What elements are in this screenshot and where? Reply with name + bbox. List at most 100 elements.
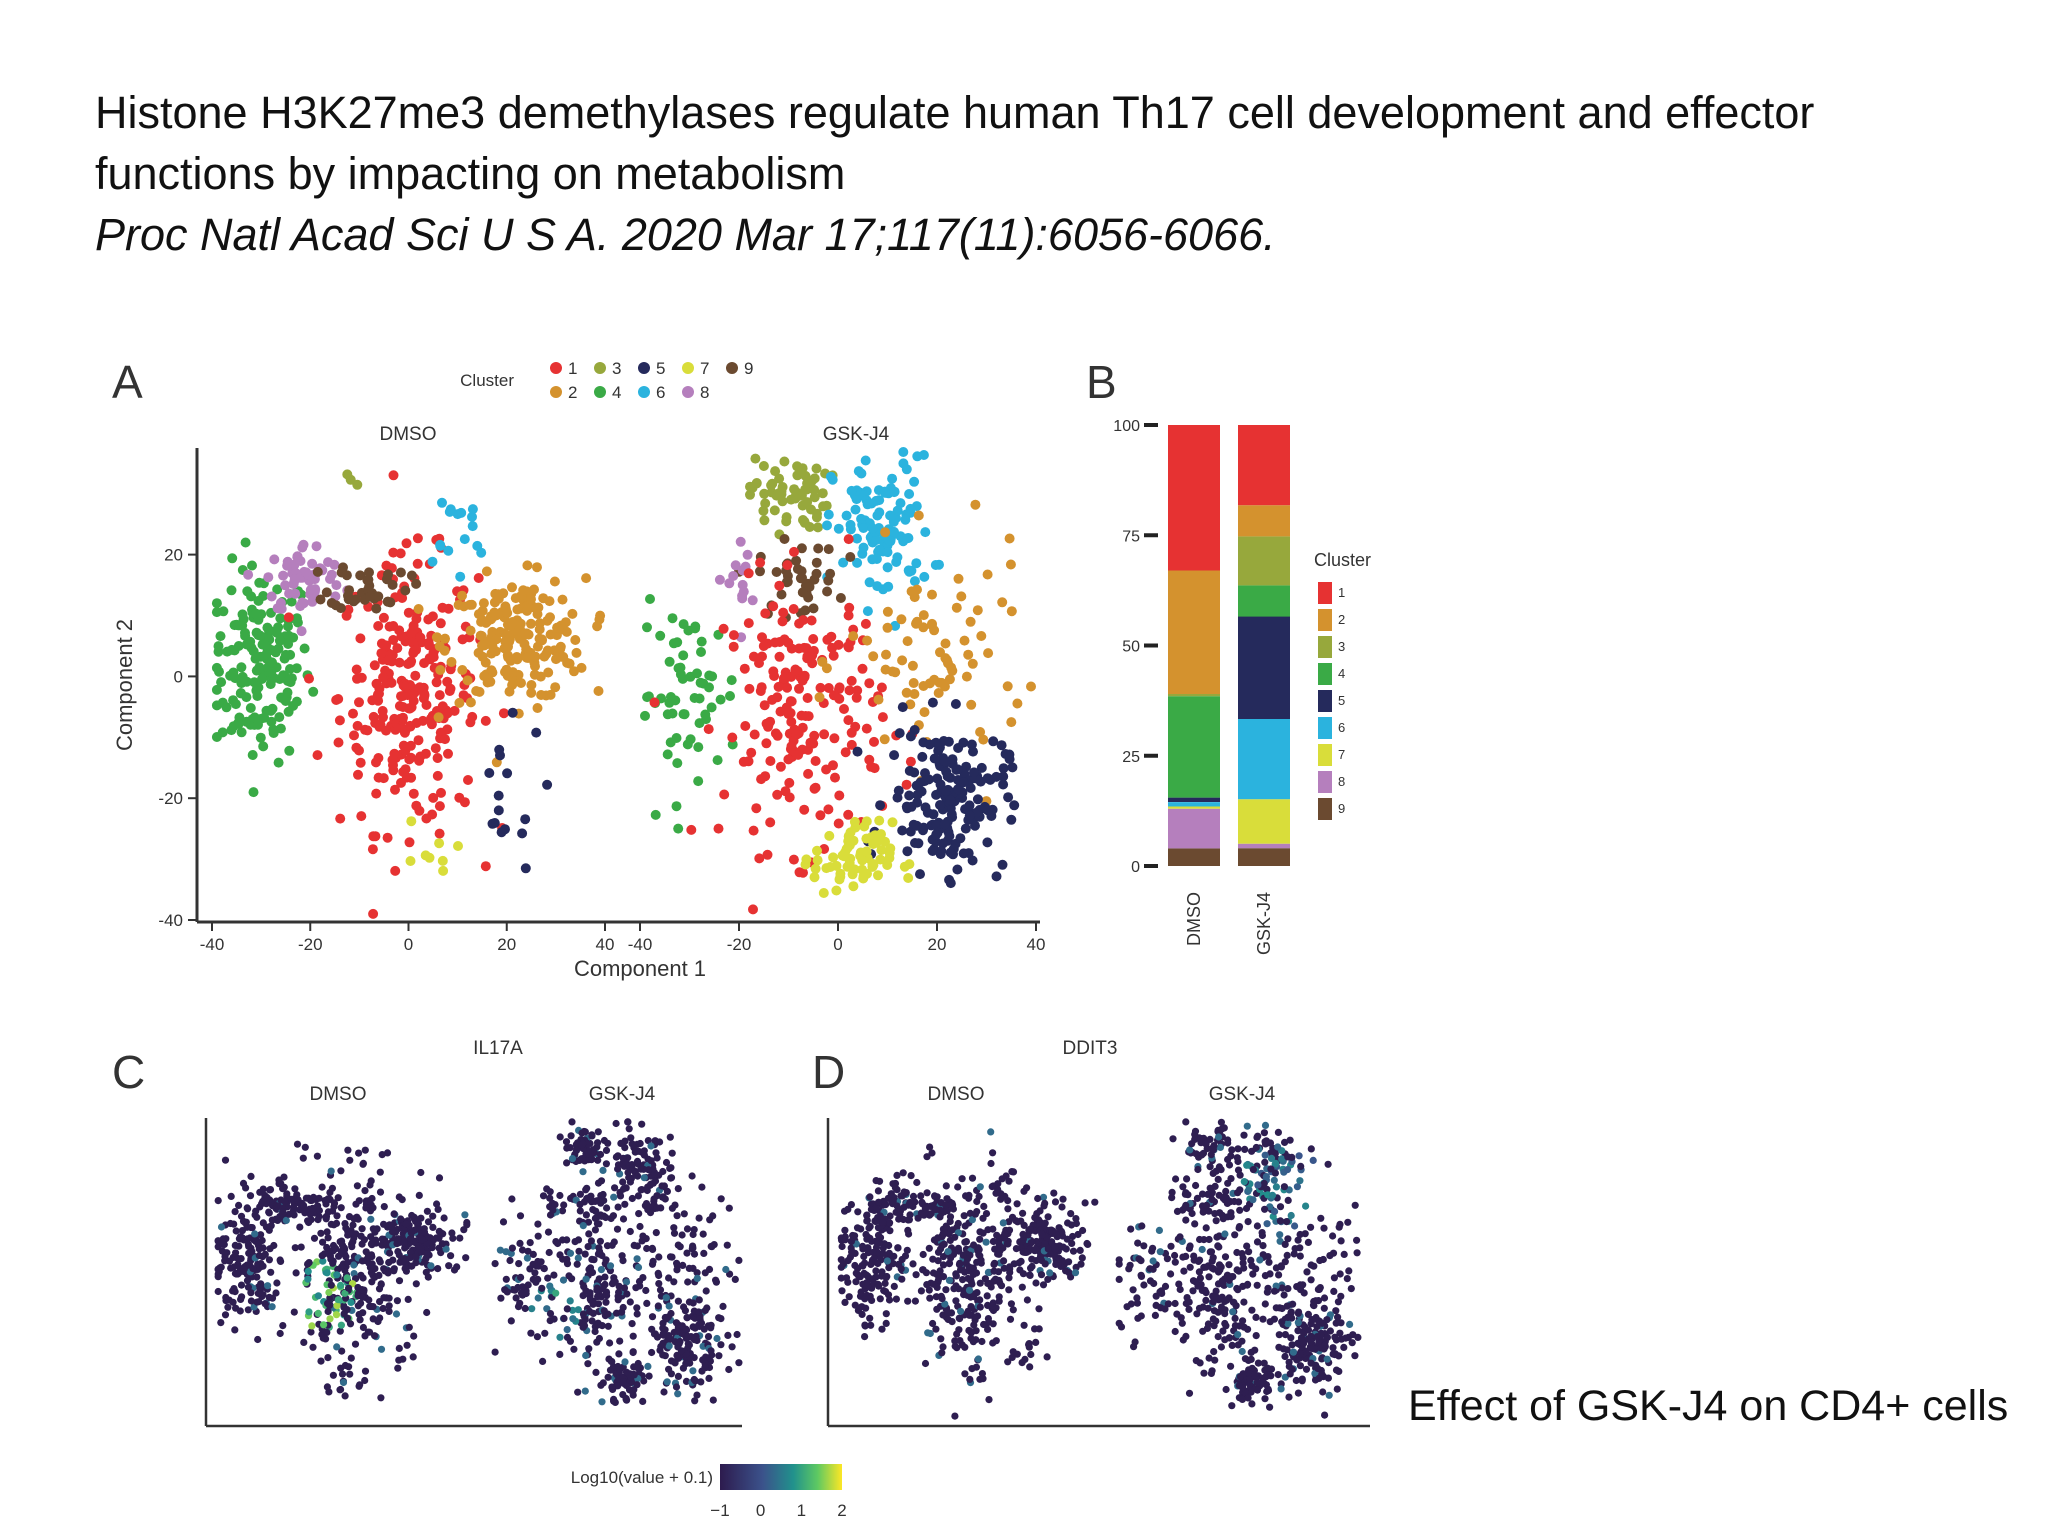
c-point — [343, 1274, 351, 1282]
a-point-cluster-1 — [802, 693, 813, 703]
a-point-cluster-6 — [901, 464, 912, 475]
a-point-cluster-1 — [406, 772, 417, 783]
a-point-cluster-5 — [964, 810, 975, 821]
a-point-cluster-5 — [958, 737, 969, 748]
a-point-cluster-1 — [791, 729, 802, 740]
c-point — [607, 1214, 615, 1223]
c-point — [231, 1241, 239, 1249]
a-point-cluster-7 — [859, 821, 870, 832]
c-point — [625, 1125, 633, 1133]
a-point-cluster-2 — [473, 647, 484, 658]
a-point-cluster-2 — [481, 566, 492, 577]
c-point — [512, 1294, 520, 1302]
d-point — [1202, 1140, 1210, 1148]
d-point — [1286, 1136, 1294, 1144]
a-point-cluster-1 — [388, 621, 399, 631]
c-point — [326, 1294, 334, 1302]
d-point — [1214, 1175, 1222, 1183]
a-point-cluster-5 — [965, 783, 976, 793]
a-point-cluster-6 — [866, 498, 877, 509]
colorbar-ticks: −1 0 1 2 — [710, 1490, 847, 1520]
c-point — [563, 1326, 571, 1334]
c-point — [594, 1293, 602, 1301]
a-point-cluster-5 — [502, 768, 513, 779]
a-point-cluster-4 — [267, 657, 277, 668]
d-point — [1200, 1369, 1208, 1377]
d-point — [844, 1278, 852, 1286]
c-point — [236, 1307, 244, 1315]
a-point-cluster-1 — [419, 690, 430, 701]
a-point-cluster-6 — [920, 527, 931, 538]
a-point-cluster-1 — [834, 682, 845, 693]
d-point — [1340, 1343, 1348, 1351]
c-point — [347, 1354, 355, 1362]
c-point — [581, 1387, 589, 1395]
a-point-cluster-4 — [662, 749, 673, 760]
a-point-cluster-2 — [942, 655, 952, 666]
a-point-cluster-5 — [897, 825, 908, 836]
a-point-cluster-6 — [882, 562, 893, 573]
d-point — [882, 1274, 890, 1282]
c-point — [341, 1392, 349, 1400]
a-point-cluster-5 — [493, 805, 504, 816]
a-point-cluster-1 — [757, 632, 767, 643]
c-point — [624, 1118, 632, 1126]
c-point — [600, 1196, 608, 1205]
c-point — [367, 1233, 375, 1241]
a-point-cluster-1 — [780, 786, 791, 797]
c-point — [326, 1315, 334, 1323]
a-point-cluster-2 — [927, 618, 937, 629]
c-point — [587, 1196, 595, 1204]
a-point-cluster-3 — [750, 453, 761, 464]
a-legend-label-8: 8 — [700, 383, 709, 402]
c-point — [245, 1242, 253, 1251]
d-point — [976, 1235, 984, 1243]
a-point-cluster-1 — [788, 854, 799, 865]
c-point — [427, 1262, 435, 1270]
d-point — [934, 1234, 942, 1242]
c-point — [659, 1339, 667, 1347]
b-legend-swatch-8 — [1318, 771, 1332, 793]
a-point-cluster-4 — [233, 641, 244, 651]
c-point — [406, 1235, 415, 1243]
a-point-cluster-2 — [918, 681, 929, 691]
d-point — [1326, 1327, 1334, 1335]
a-point-cluster-2 — [532, 703, 543, 713]
a-point-cluster-3 — [800, 484, 811, 495]
c-point — [614, 1382, 622, 1390]
a-legend-label-9: 9 — [744, 359, 753, 378]
a-point-cluster-6 — [456, 507, 467, 518]
a-point-cluster-6 — [435, 539, 446, 550]
c-point — [420, 1228, 429, 1236]
c-point — [567, 1194, 575, 1202]
d-point — [1274, 1371, 1282, 1379]
d-point — [1296, 1281, 1304, 1289]
d-point — [1072, 1215, 1080, 1223]
panel-letter-b: B — [1086, 356, 1117, 408]
c-point — [344, 1146, 352, 1154]
a-point-cluster-7 — [876, 829, 886, 840]
a-point-cluster-6 — [852, 533, 862, 544]
c-point — [268, 1303, 276, 1311]
a-point-cluster-1 — [748, 904, 758, 915]
c-point — [576, 1200, 584, 1209]
a-legend-label-7: 7 — [700, 359, 709, 378]
d-point — [1331, 1351, 1339, 1359]
a-point-cluster-5 — [967, 855, 978, 866]
a-point-cluster-2 — [975, 727, 986, 737]
c-point — [330, 1199, 338, 1207]
a-point-cluster-2 — [963, 649, 974, 660]
c-point — [388, 1228, 397, 1236]
d-point — [882, 1310, 890, 1318]
c-point — [579, 1222, 587, 1230]
a-point-cluster-4 — [251, 608, 261, 619]
a-point-cluster-2 — [908, 678, 919, 688]
d-point — [886, 1219, 894, 1227]
d-point — [1179, 1336, 1187, 1344]
a-point-cluster-1 — [334, 715, 345, 726]
a-point-cluster-4 — [247, 560, 257, 571]
c-point — [566, 1249, 575, 1257]
c-point — [648, 1313, 657, 1321]
a-point-cluster-1 — [768, 601, 779, 612]
d-point — [889, 1197, 897, 1205]
